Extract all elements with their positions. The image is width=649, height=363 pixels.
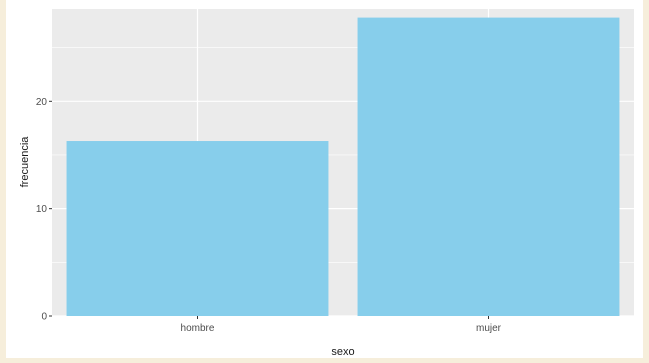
x-tick-label: mujer — [476, 323, 502, 334]
y-tick-label: 20 — [36, 97, 48, 108]
y-tick-label: 10 — [36, 204, 48, 215]
bar-mujer — [357, 17, 620, 317]
x-axis-title: sexo — [331, 346, 354, 358]
y-axis-title: frecuencia — [19, 136, 31, 188]
bar-hombre — [66, 141, 329, 316]
y-tick-label: 0 — [41, 312, 47, 323]
axes: 0 10 20 hombre mujer — [36, 97, 502, 334]
bars — [66, 17, 620, 317]
x-tick-label: hombre — [181, 323, 215, 334]
